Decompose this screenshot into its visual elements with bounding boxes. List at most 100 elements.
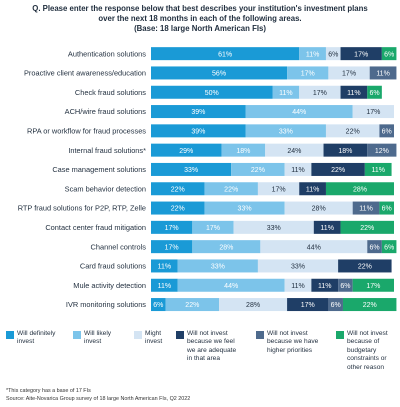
bar-segment [245,124,326,138]
bar-value-label: 6% [328,51,338,58]
legend-item-definitely: Will definitely invest [6,330,55,347]
legend-swatch-definitely [6,331,14,339]
bar-segment [257,182,300,196]
category-label: Contact center fraud mitigation [45,223,146,232]
bar-segment [151,298,166,312]
bar-value-label: 11% [320,225,334,232]
bar-value-label: 18% [338,148,352,155]
bar-value-label: 22% [171,186,185,193]
bar-value-label: 22% [346,128,360,135]
category-label: IVR monitoring solutions [66,300,146,309]
legend-swatch-priorities [256,331,264,339]
bar-value-label: 28% [246,302,260,309]
category-label: Proactive client awareness/education [24,69,146,78]
bar-segment [151,85,273,99]
bar-value-label: 22% [224,186,238,193]
bar-segment [340,85,368,99]
bar-segment [328,298,343,312]
category-label: Channel controls [91,242,147,251]
bar-segment [151,66,288,80]
bar-value-label: 22% [251,167,265,174]
bar-value-label: 6% [384,51,394,58]
bar-segment [151,143,222,157]
bar-segment [151,259,178,273]
bar-segment [151,278,178,292]
bar-value-label: 28% [219,244,233,251]
bar-value-label: 29% [179,148,193,155]
bar-segment [151,105,246,119]
bar-value-label: 44% [224,283,238,290]
bar-value-label: 11% [318,283,332,290]
bar-segment [177,278,285,292]
bar-value-label: 17% [366,109,380,116]
bar-value-label: 18% [236,148,250,155]
category-label: Mule activity detection [73,281,146,290]
bar-segment [313,220,341,234]
bar-value-label: 50% [205,90,219,97]
bar-segment [260,240,368,254]
legend-label-adequate: Will not invest because we feel we are a… [187,330,237,363]
bar-segment [379,124,394,138]
legend-item-adequate: Will not invest because we feel we are a… [176,330,236,364]
bar-segment [369,66,397,80]
category-label: Scam behavior detection [65,184,146,193]
bar-value-label: 6% [382,128,392,135]
category-label: Card fraud solutions [80,262,146,271]
bar-segment [367,85,382,99]
bar-segment [379,201,394,215]
category-label: RTP fraud solutions for P2P, RTP, Zelle [18,204,146,213]
footnote-source: Source: Aite-Novarica Group survey of 18… [6,396,191,402]
bar-value-label: 11% [158,283,172,290]
bar-value-label: 33% [291,264,305,271]
bar-segment [367,143,397,157]
bar-segment [381,47,397,61]
bar-value-label: 61% [218,51,232,58]
bar-segment [287,298,329,312]
bar-segment [340,47,382,61]
bar-value-label: 12% [375,148,389,155]
bar-value-label: 33% [267,225,281,232]
bar-value-label: 6% [369,244,379,251]
bar-value-label: 17% [165,225,179,232]
bar-segment [245,105,353,119]
bar-segment [311,162,365,176]
bar-value-label: 22% [358,264,372,271]
bar-value-label: 56% [212,71,226,78]
bar-segment [338,259,392,273]
bar-value-label: 6% [384,244,394,251]
bar-value-label: 22% [185,302,199,309]
bar-value-label: 11% [306,51,320,58]
bar-segment [299,85,341,99]
bar-segment [233,220,314,234]
bar-value-label: 33% [211,264,225,271]
bar-segment [328,66,370,80]
bar-value-label: 11% [158,264,172,271]
bar-value-label: 33% [184,167,198,174]
bar-segment [272,85,300,99]
legend-label-likely: Will likely invest [84,330,112,346]
bar-segment [299,182,326,196]
bar-segment [325,47,341,61]
bar-segment [284,278,312,292]
category-label: Internal fraud solutions* [68,146,146,155]
bar-value-label: 17% [366,283,380,290]
category-label: Check fraud solutions [75,88,146,97]
legend-label-definitely: Will definitely invest [17,330,56,346]
legend-label-might: Might invest [145,330,163,346]
bar-value-label: 11% [291,167,305,174]
bar-segment [204,201,285,215]
legend-item-might: Might invest [134,330,162,347]
bar-value-label: 17% [272,186,286,193]
bar-segment [381,240,397,254]
bar-segment [151,201,205,215]
bar-segment [192,220,234,234]
bar-value-label: 17% [165,244,179,251]
bar-segment [352,105,394,119]
bar-segment [151,47,300,61]
bar-segment [204,182,258,196]
bar-value-label: 6% [340,283,350,290]
chart-legend: Will definitely invest Will likely inves… [6,330,400,385]
bar-segment [311,278,339,292]
bar-value-label: 44% [292,109,306,116]
chart-title-line-1: Q. Please enter the response below that … [32,4,368,13]
